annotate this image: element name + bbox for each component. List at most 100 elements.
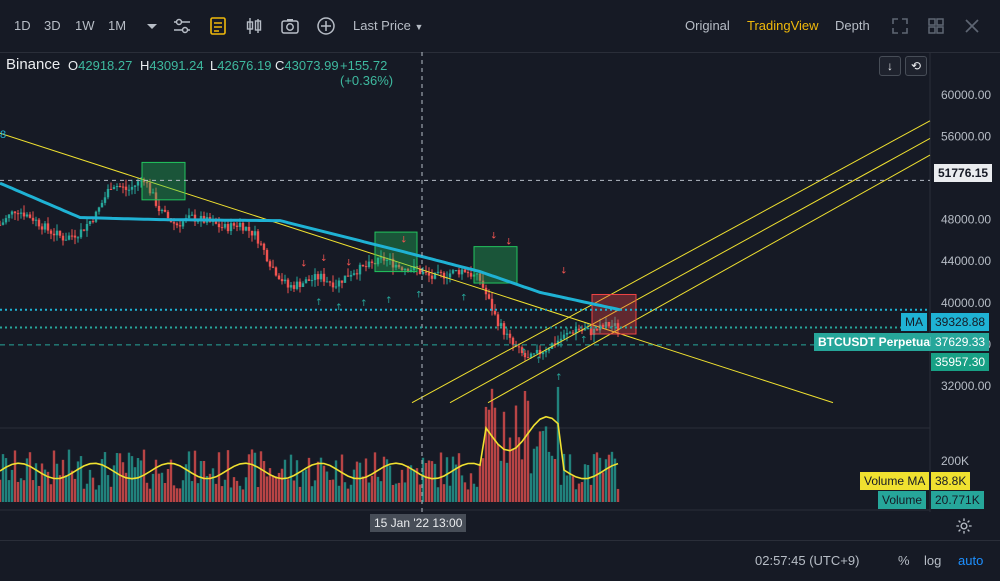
candle-body [292,285,296,289]
volume-bar [511,448,515,502]
view-tradingview-tab[interactable]: TradingView [747,18,819,33]
price-type-select[interactable]: Last Price ▼ [353,18,423,33]
sell-arrow-icon: ↓ [490,231,498,241]
view-original-tab[interactable]: Original [685,18,730,33]
volume-bar [583,464,587,502]
buy-arrow-icon: ↑ [460,294,468,304]
interval-3d[interactable]: 3D [44,18,61,33]
candle-body [10,211,14,215]
candle-body [58,230,62,236]
candlestick-type-icon[interactable] [244,16,264,36]
interval-1d[interactable]: 1D [14,18,31,33]
candle-body [505,333,509,335]
candle-body [538,349,542,355]
auto-scale-toggle[interactable]: auto [958,553,984,568]
settings-gear-icon[interactable] [955,517,973,535]
log-scale-toggle[interactable]: log [924,553,942,568]
settings-sliders-icon[interactable] [172,16,192,36]
volume-bar [115,453,119,502]
volume-bar [4,458,8,502]
expand-icon[interactable] [890,16,910,36]
interval-1w[interactable]: 1W [75,18,95,33]
candle-body [565,332,569,335]
candle-body [400,267,404,271]
volume-bar [79,456,83,502]
volume-bar [82,488,86,502]
price-chart[interactable]: ↓↓↓↓↓↓↓↑↑↑↑↑↑↑↑↑↑ 60000.0056000.0052000.… [0,52,1000,512]
candle-body [325,281,329,283]
buy-arrow-icon: ↑ [555,373,563,383]
buy-arrow-icon: ↑ [385,296,393,306]
volume-bar [595,452,599,502]
candle-body [226,224,230,232]
volume-bar [157,473,161,502]
candle-body [346,275,350,277]
volume-bar [25,458,29,502]
volume-bar [73,478,77,502]
view-depth-tab[interactable]: Depth [835,18,870,33]
volume-bar [463,482,467,502]
interval-1m[interactable]: 1M [108,18,127,33]
candle-body [370,261,374,263]
add-indicator-icon[interactable] [316,16,336,36]
volume-bar [94,489,98,502]
percent-scale-toggle[interactable]: % [898,553,910,568]
volume-bar [340,454,344,502]
volume-bar [517,437,521,502]
volume-bar [502,411,506,502]
volume-bar [457,453,461,502]
volume-bar [472,483,476,502]
volume-bar [307,457,311,502]
candle-body [409,270,413,272]
indicators-icon[interactable] [208,16,228,36]
candle-body [118,186,122,188]
volume-bar [247,454,251,502]
candle-body [274,267,278,276]
trendlines [0,120,931,404]
candle-body [424,271,428,273]
scroll-to-latest-button[interactable]: ↓ [879,56,901,76]
candle-body [253,231,257,236]
candle-body [592,328,596,336]
layout-grid-icon[interactable] [926,16,946,36]
close-icon[interactable] [962,16,982,36]
candle-body [259,243,263,245]
volume-bar [406,465,410,502]
volume-bar [76,461,80,502]
volume-bar [538,431,542,502]
crosshair-date-tag: 15 Jan '22 13:00 [370,514,467,532]
chevron-down-icon[interactable] [142,16,162,36]
candle-body [70,235,74,237]
candle-body [283,279,287,282]
volume-bar [547,451,551,502]
volume-bar [220,486,224,502]
candle-body [343,275,347,283]
ma-line [0,181,621,312]
candle-body [571,332,575,334]
volume-bar [226,450,230,502]
price-type-chevron-icon: ▼ [414,22,424,32]
ma-tag-value: 39328.88 [931,313,990,331]
volume-bar [193,450,197,502]
candle-body [190,214,194,216]
candle-body [364,266,368,268]
price-type-label: Last Price [353,18,411,33]
volume-bar [112,465,116,502]
volume-bar [238,485,242,502]
volume-bar [28,452,32,502]
candle-body [526,357,530,359]
candle-body [376,257,380,265]
volume-bar [487,409,491,502]
reset-scale-button[interactable]: ⟲ [905,56,927,76]
candle-body [502,323,506,335]
volume-bar [31,480,35,502]
price-levels [0,52,930,512]
buy-arrow-icon: ↑ [535,356,543,366]
volume-bar [550,455,554,502]
camera-icon[interactable] [280,16,300,36]
volume-bar [592,454,596,502]
volume-bar [385,459,389,502]
candle-body [595,328,599,331]
candle-body [229,223,233,232]
candle-body [601,324,605,328]
